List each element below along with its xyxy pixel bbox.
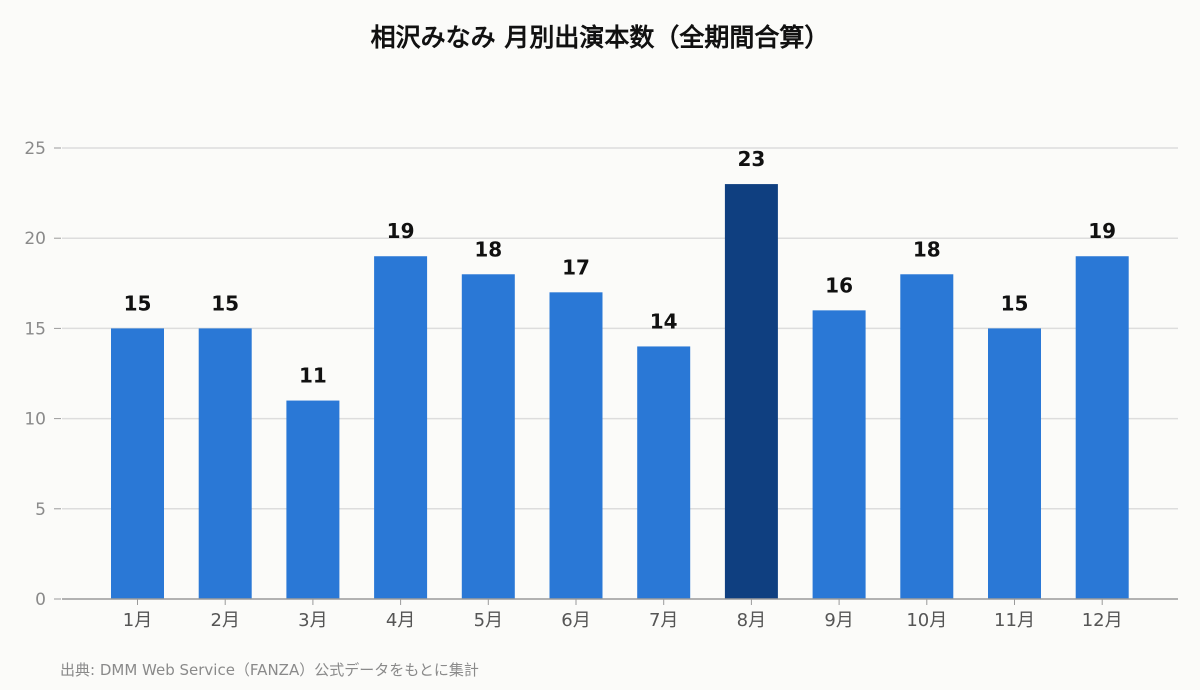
x-tick-label: 2月 (210, 610, 239, 631)
bar-value-label: 19 (387, 219, 415, 243)
bar-value-label: 23 (737, 147, 765, 171)
bar (812, 310, 866, 599)
bar (900, 274, 954, 599)
x-tick-label: 4月 (386, 610, 415, 631)
source-note: 出典: DMM Web Service（FANZA）公式データをもとに集計 (60, 661, 479, 679)
bar (549, 292, 603, 599)
x-tick-label: 11月 (994, 610, 1035, 631)
chart-title: 相沢みなみ 月別出演本数（全期間合算） (370, 23, 830, 52)
bar (988, 328, 1041, 599)
bar-value-label: 18 (913, 237, 941, 261)
x-tick-label: 5月 (474, 610, 503, 631)
bar-value-label: 15 (124, 291, 152, 315)
x-axis: 1月 2月 3月 4月 5月 6月 7月 8月 9月 10月 11月 12月 (62, 598, 1178, 631)
bar (637, 346, 691, 599)
x-tick-label: 9月 (824, 610, 853, 631)
y-tick-label: 5 (35, 500, 46, 520)
y-tick-label: 25 (24, 139, 46, 159)
x-tick-label: 6月 (561, 610, 590, 631)
y-axis: 0 5 10 15 20 25 (24, 139, 61, 610)
bar-value-label: 11 (299, 364, 327, 388)
bar-value-label: 17 (562, 255, 590, 279)
bar-value-label: 19 (1088, 219, 1116, 243)
bar (1075, 256, 1129, 599)
data-labels: 15 15 11 19 18 17 14 23 16 18 15 19 (124, 147, 1117, 387)
x-tick-label: 3月 (298, 610, 327, 631)
x-tick-label: 12月 (1082, 610, 1123, 631)
x-tick-label: 10月 (906, 610, 947, 631)
bar-value-label: 18 (474, 237, 502, 261)
bar-value-label: 16 (825, 273, 853, 297)
x-tick-label: 1月 (123, 610, 152, 631)
bar-value-label: 15 (211, 291, 239, 315)
y-tick-label: 20 (24, 229, 46, 249)
bar (724, 184, 778, 599)
bar (374, 256, 428, 599)
y-tick-label: 15 (24, 319, 46, 339)
y-tick-label: 10 (24, 410, 46, 430)
y-tick-label: 0 (35, 590, 46, 610)
bar (286, 400, 340, 599)
bar-value-label: 14 (650, 309, 678, 333)
x-tick-label: 8月 (737, 610, 766, 631)
bar (111, 328, 164, 599)
x-tick-label: 7月 (649, 610, 678, 631)
bar-value-label: 15 (1001, 291, 1029, 315)
bars (111, 184, 1129, 599)
bar (461, 274, 515, 599)
bar (198, 328, 252, 599)
